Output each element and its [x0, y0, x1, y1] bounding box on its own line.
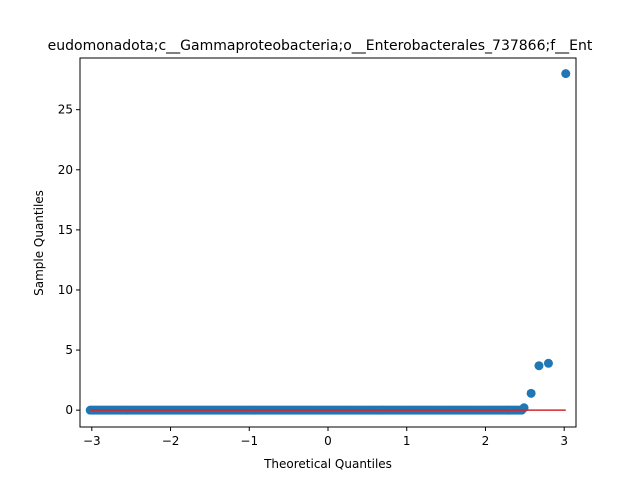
x-tick-label: −1 — [240, 434, 258, 448]
x-tick-label: 2 — [482, 434, 490, 448]
y-tick-label: 25 — [58, 103, 73, 117]
plot-area — [80, 58, 576, 427]
data-point — [561, 69, 571, 79]
axis-ticks: −3 −2 −1 0 1 2 3 0 5 10 15 20 25 — [58, 103, 568, 448]
chart-title: eudomonadota;c__Gammaproteobacteria;o__E… — [48, 38, 593, 54]
x-tick-label: 0 — [324, 434, 332, 448]
x-tick-label: 1 — [403, 434, 411, 448]
y-tick-label: 20 — [58, 163, 73, 177]
y-tick-label: 15 — [58, 223, 73, 237]
y-tick-label: 5 — [65, 343, 73, 357]
data-point — [534, 361, 544, 371]
data-point — [526, 388, 536, 398]
y-tick-label: 10 — [58, 283, 73, 297]
data-point — [543, 358, 553, 368]
data-marks — [85, 69, 571, 415]
y-tick-label: 0 — [65, 403, 73, 417]
x-axis-label: Theoretical Quantiles — [263, 457, 392, 471]
x-tick-label: 3 — [560, 434, 568, 448]
y-axis-label: Sample Quantiles — [32, 190, 46, 296]
plot-frame — [79, 57, 577, 428]
x-tick-label: −3 — [83, 434, 101, 448]
x-tick-label: −2 — [162, 434, 180, 448]
